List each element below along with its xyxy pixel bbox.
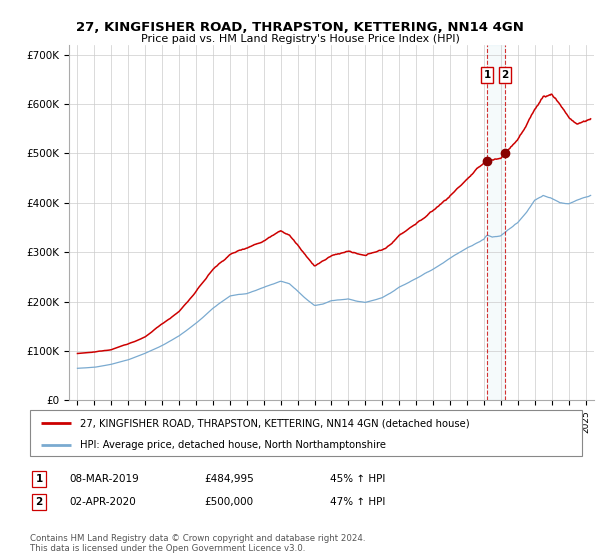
Text: 1: 1	[35, 474, 43, 484]
FancyBboxPatch shape	[30, 410, 582, 456]
Text: 08-MAR-2019: 08-MAR-2019	[69, 474, 139, 484]
Text: 02-APR-2020: 02-APR-2020	[69, 497, 136, 507]
Text: £484,995: £484,995	[204, 474, 254, 484]
Text: 2: 2	[35, 497, 43, 507]
Bar	[487, 45, 505, 400]
Text: 27, KINGFISHER ROAD, THRAPSTON, KETTERING, NN14 4GN (detached house): 27, KINGFISHER ROAD, THRAPSTON, KETTERIN…	[80, 418, 469, 428]
Text: 27, KINGFISHER ROAD, THRAPSTON, KETTERING, NN14 4GN: 27, KINGFISHER ROAD, THRAPSTON, KETTERIN…	[76, 21, 524, 34]
Text: HPI: Average price, detached house, North Northamptonshire: HPI: Average price, detached house, Nort…	[80, 440, 386, 450]
Text: 1: 1	[484, 70, 491, 80]
Text: Contains HM Land Registry data © Crown copyright and database right 2024.
This d: Contains HM Land Registry data © Crown c…	[30, 534, 365, 553]
Text: 45% ↑ HPI: 45% ↑ HPI	[330, 474, 385, 484]
Text: 2: 2	[502, 70, 509, 80]
Text: Price paid vs. HM Land Registry's House Price Index (HPI): Price paid vs. HM Land Registry's House …	[140, 34, 460, 44]
Text: £500,000: £500,000	[204, 497, 253, 507]
Text: 47% ↑ HPI: 47% ↑ HPI	[330, 497, 385, 507]
